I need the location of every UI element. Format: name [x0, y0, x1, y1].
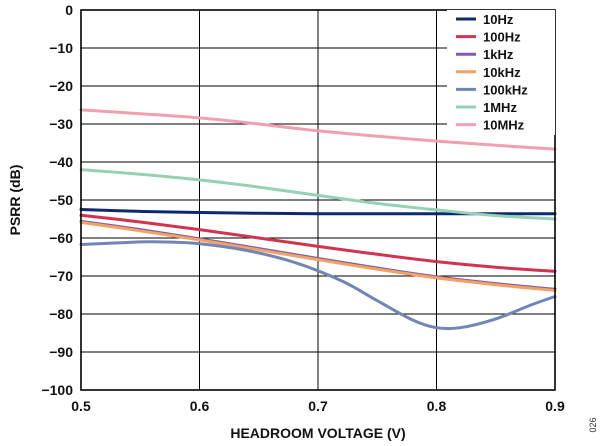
y-tick-label: −90	[49, 344, 73, 360]
x-tick-label: 0.7	[308, 398, 328, 414]
legend: 10Hz 100Hz 1kHz 10kHz 100kHz 1MHz 10MHz	[447, 10, 555, 135]
y-axis-title: PSRR (dB)	[7, 165, 23, 236]
y-tick-label: −70	[49, 268, 73, 284]
x-tick-label: 0.9	[545, 398, 565, 414]
series-lines	[79, 108, 557, 331]
x-tick-label: 0.8	[427, 398, 447, 414]
legend-label-100khz: 100kHz	[483, 82, 528, 97]
plot-frame	[80, 9, 556, 391]
y-tick-label: 0	[65, 2, 73, 18]
series-line-100khz	[79, 240, 557, 331]
legend-label-1khz: 1kHz	[483, 47, 514, 62]
series-line-1mhz	[79, 168, 557, 221]
x-tick-label: 0.5	[71, 398, 91, 414]
legend-label-100hz: 100Hz	[483, 30, 521, 45]
grid-lines	[81, 10, 555, 390]
y-tick-label: −10	[49, 40, 73, 56]
x-tick-label: 0.6	[190, 398, 210, 414]
y-tick-label: −40	[49, 154, 73, 170]
y-tick-label: −50	[49, 192, 73, 208]
legend-label-1mhz: 1MHz	[483, 100, 517, 115]
y-tick-label: −30	[49, 116, 73, 132]
legend-label-10hz: 10Hz	[483, 12, 514, 27]
y-tick-label: −60	[49, 230, 73, 246]
series-line-100hz	[79, 213, 557, 273]
figure-id: 026	[588, 417, 598, 432]
series-line-10mhz	[79, 108, 557, 151]
legend-label-10mhz: 10MHz	[483, 118, 525, 133]
x-axis-title: HEADROOM VOLTAGE (V)	[230, 425, 405, 441]
legend-label-10khz: 10kHz	[483, 65, 521, 80]
y-tick-label: −100	[41, 382, 73, 398]
series-line-10khz	[79, 220, 557, 292]
y-tick-label: −80	[49, 306, 73, 322]
y-tick-label: −20	[49, 78, 73, 94]
